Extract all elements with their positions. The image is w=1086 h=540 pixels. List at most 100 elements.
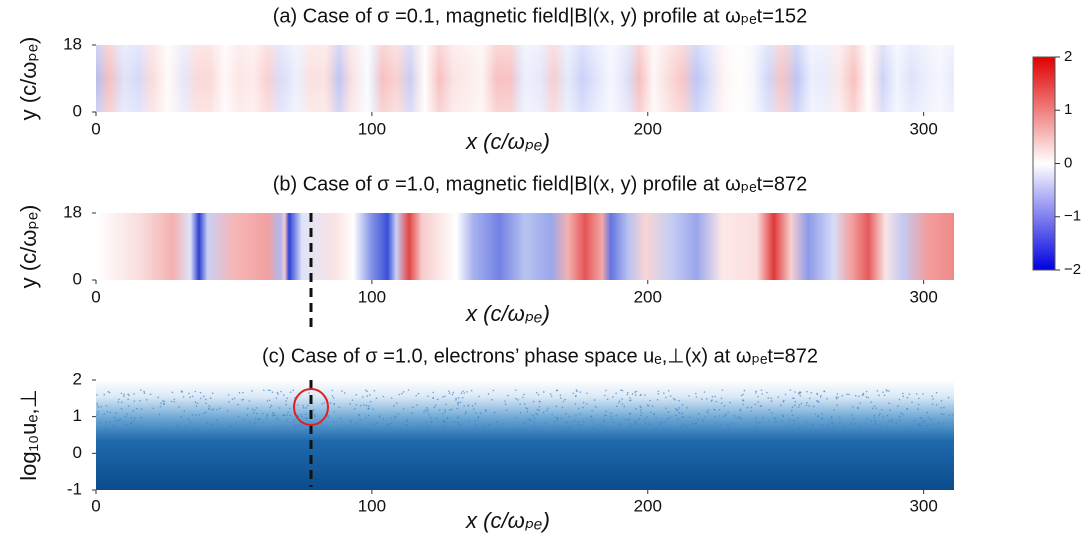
- speckle: [645, 418, 647, 420]
- speckle: [286, 419, 288, 421]
- speckle: [767, 397, 769, 399]
- heatmap-image: [96, 380, 954, 490]
- speckle: [133, 410, 135, 412]
- speckle: [395, 415, 397, 417]
- speckle: [462, 391, 464, 393]
- speckle: [222, 428, 224, 430]
- speckle: [302, 405, 304, 407]
- speckle: [253, 423, 255, 425]
- speckle: [878, 395, 880, 397]
- speckle: [474, 420, 476, 422]
- speckle: [721, 402, 723, 404]
- speckle: [660, 424, 662, 426]
- speckle: [795, 401, 797, 403]
- speckle: [724, 429, 726, 431]
- speckle: [466, 391, 468, 393]
- x-axis-label: x (c/ωₚₑ): [465, 508, 550, 533]
- speckle: [850, 422, 852, 424]
- speckle: [208, 405, 210, 407]
- speckle: [721, 397, 723, 399]
- speckle: [613, 421, 615, 423]
- speckle: [507, 395, 509, 397]
- x-tick-label: 0: [91, 496, 100, 515]
- speckle: [702, 419, 704, 421]
- speckle: [899, 399, 901, 401]
- speckle: [866, 418, 868, 420]
- speckle: [465, 411, 467, 413]
- speckle: [852, 424, 854, 426]
- speckle: [273, 413, 275, 415]
- speckle: [755, 391, 757, 393]
- speckle: [418, 393, 420, 395]
- speckle: [227, 410, 229, 412]
- speckle: [535, 429, 537, 431]
- speckle: [269, 407, 271, 409]
- speckle: [794, 391, 796, 393]
- colorbar: [1033, 57, 1055, 270]
- speckle: [610, 412, 612, 414]
- speckle: [532, 415, 534, 417]
- speckle: [188, 418, 190, 420]
- speckle: [445, 404, 447, 406]
- speckle: [418, 426, 420, 428]
- speckle: [620, 423, 622, 425]
- speckle: [463, 392, 465, 394]
- speckle: [205, 402, 207, 404]
- speckle: [336, 427, 338, 429]
- speckle: [248, 400, 250, 402]
- speckle: [559, 428, 561, 430]
- speckle: [877, 390, 879, 392]
- speckle: [719, 415, 721, 417]
- speckle: [605, 415, 607, 417]
- speckle: [770, 397, 772, 399]
- speckle: [523, 393, 525, 395]
- speckle: [157, 396, 159, 398]
- speckle: [658, 390, 660, 392]
- speckle: [266, 415, 268, 417]
- speckle: [543, 412, 545, 414]
- speckle: [327, 417, 329, 419]
- speckle: [255, 418, 257, 420]
- speckle: [629, 400, 631, 402]
- speckle: [833, 423, 835, 425]
- speckle: [612, 396, 614, 398]
- speckle: [121, 401, 123, 403]
- speckle: [888, 420, 890, 422]
- speckle: [919, 424, 921, 426]
- speckle: [874, 424, 876, 426]
- speckle: [708, 409, 710, 411]
- speckle: [543, 391, 545, 393]
- speckle: [820, 396, 822, 398]
- x-axis-label: x (c/ωₚₑ): [465, 129, 550, 154]
- speckle: [686, 407, 688, 409]
- y-tick-label: 18: [63, 202, 82, 221]
- speckle: [109, 392, 111, 394]
- speckle: [900, 412, 902, 414]
- speckle: [247, 424, 249, 426]
- speckle: [194, 428, 196, 430]
- speckle: [279, 407, 281, 409]
- speckle: [715, 427, 717, 429]
- speckle: [460, 424, 462, 426]
- speckle: [839, 417, 841, 419]
- speckle: [478, 396, 480, 398]
- speckle: [267, 400, 269, 402]
- speckle: [123, 394, 125, 396]
- speckle: [455, 398, 457, 400]
- speckle: [579, 391, 581, 393]
- speckle: [196, 405, 198, 407]
- speckle: [525, 422, 527, 424]
- speckle: [263, 389, 265, 391]
- speckle: [628, 419, 630, 421]
- speckle: [603, 419, 605, 421]
- speckle: [262, 413, 264, 415]
- speckle: [874, 405, 876, 407]
- speckle: [537, 409, 539, 411]
- speckle: [870, 420, 872, 422]
- speckle: [268, 389, 270, 391]
- speckle: [597, 424, 599, 426]
- speckle: [354, 408, 356, 410]
- speckle: [219, 407, 221, 409]
- speckle: [103, 394, 105, 396]
- speckle: [533, 428, 535, 430]
